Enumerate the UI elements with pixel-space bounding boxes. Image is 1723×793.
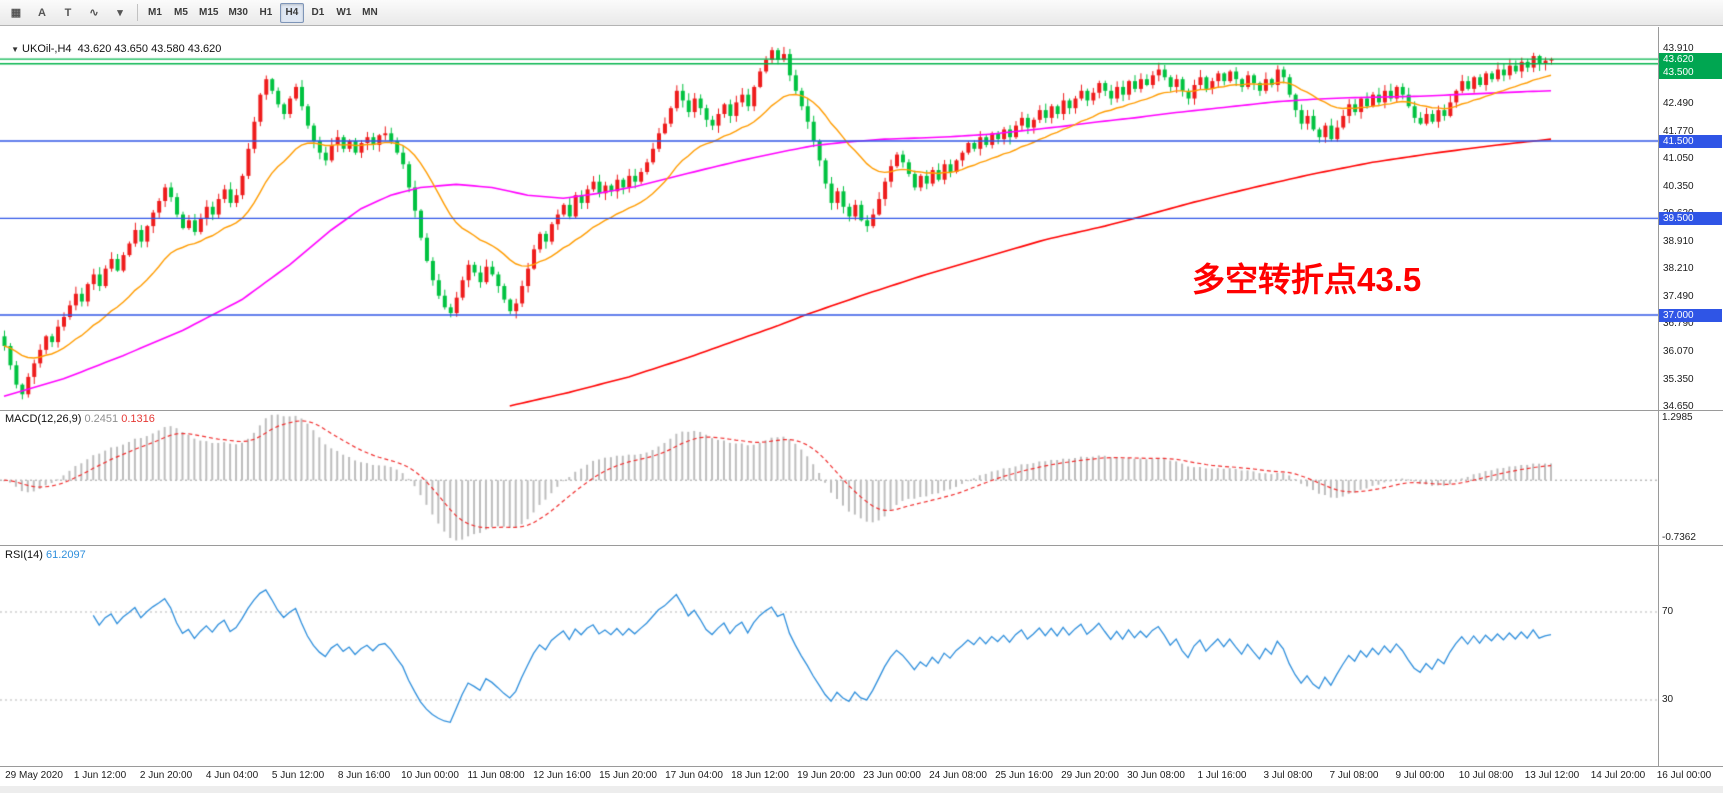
price-tick-label: 36.070	[1663, 346, 1694, 357]
time-label: 1 Jul 16:00	[1197, 770, 1247, 781]
rsi-value: 61.2097	[45, 549, 86, 561]
rsi-indicator-label: RSI(14) 61.2097	[5, 549, 86, 561]
panel-separator[interactable]	[0, 410, 1723, 411]
indicator-zigzag-icon[interactable]: ∿	[89, 7, 99, 19]
macd-signal-value: 0.1316	[121, 413, 155, 425]
time-label: 29 May 2020	[5, 770, 63, 781]
timeframe-w1-button[interactable]: W1	[336, 7, 352, 18]
panel-separator[interactable]	[0, 766, 1723, 767]
time-label: 25 Jun 16:00	[995, 770, 1053, 781]
collapse-arrow-icon[interactable]: ▼	[11, 45, 20, 54]
cursor-icon[interactable]: A	[38, 6, 46, 19]
rsi-level-30-label: 30	[1662, 694, 1674, 705]
time-label: 5 Jun 12:00	[271, 770, 325, 781]
caret-down-icon[interactable]: ▾	[117, 7, 123, 19]
rsi-name: RSI(14)	[5, 549, 43, 561]
time-label: 23 Jun 00:00	[863, 770, 921, 781]
price-tick-label: 34.650	[1663, 400, 1694, 412]
window-edge	[0, 786, 1723, 793]
time-label: 13 Jul 12:00	[1524, 770, 1580, 781]
time-label: 2 Jun 20:00	[139, 770, 193, 781]
price-line-badge: 43.620	[1659, 52, 1722, 66]
price-tick-label: 38.210	[1663, 263, 1694, 275]
time-label: 18 Jun 12:00	[731, 770, 789, 781]
price-line-badge: 43.500	[1659, 65, 1722, 79]
time-axis[interactable]: 29 May 2020 1 Jun 12:00 2 Jun 20:00 4 Jun 0…	[0, 768, 1723, 785]
time-label: 9 Jul 00:00	[1395, 770, 1445, 781]
rsi-level-70-label: 70	[1662, 606, 1674, 617]
time-label: 19 Jun 20:00	[797, 770, 855, 781]
macd-axis-top-label: 1.2985	[1662, 412, 1693, 423]
price-tick-label: 40.350	[1663, 180, 1694, 192]
time-label: 4 Jun 04:00	[205, 770, 259, 781]
time-label: 8 Jun 16:00	[337, 770, 391, 781]
time-label: 14 Jul 20:00	[1590, 770, 1646, 781]
price-tick-label: 43.910	[1663, 42, 1694, 54]
macd-indicator-label: MACD(12,26,9) 0.2451 0.1316	[5, 413, 155, 425]
time-label: 10 Jul 08:00	[1458, 770, 1514, 781]
price-tick-label: 41.770	[1663, 125, 1694, 137]
time-label: 3 Jul 08:00	[1263, 770, 1313, 781]
time-label: 7 Jul 08:00	[1329, 770, 1379, 781]
timeframe-m1-button[interactable]: M1	[148, 7, 162, 18]
text-annotation[interactable]: 多空转折点43.5	[1192, 261, 1422, 298]
time-label: 17 Jun 04:00	[665, 770, 723, 781]
macd-name: MACD(12,26,9)	[5, 413, 82, 425]
time-label: 24 Jun 08:00	[929, 770, 987, 781]
price-line-badge: 37.000	[1659, 308, 1722, 322]
price-tick-label: 35.350	[1663, 373, 1694, 385]
price-tick-label: 36.790	[1663, 318, 1694, 330]
timeframe-d1-button[interactable]: D1	[311, 7, 325, 18]
time-label: 12 Jun 16:00	[533, 770, 591, 781]
price-tick-label: 41.050	[1663, 153, 1694, 165]
price-tick-label: 42.490	[1663, 97, 1694, 109]
price-line-badge: 39.500	[1659, 211, 1722, 225]
chart-plot-area[interactable]	[0, 27, 1658, 766]
time-label: 11 Jun 08:00	[467, 770, 525, 781]
time-label: 16 Jul 00:00	[1656, 770, 1712, 781]
timeframe-m15-button[interactable]: M15	[199, 7, 219, 18]
price-line-badge: 41.500	[1659, 134, 1722, 148]
symbol-ohlc-text: UKOil-,H4 43.620 43.650 43.580 43.620	[22, 43, 222, 55]
timeframe-h1-button[interactable]: H1	[259, 7, 273, 18]
price-tick-label: 37.490	[1663, 291, 1694, 303]
time-label: 10 Jun 00:00	[401, 770, 459, 781]
time-label: 1 Jun 12:00	[73, 770, 127, 781]
panel-separator[interactable]	[0, 545, 1723, 546]
toolbar: ▦ A T ∿ ▾ M1 M5 M15 M30 H1 H4 D1 W1 MN	[0, 0, 1723, 26]
time-label: 30 Jun 08:00	[1127, 770, 1185, 781]
timeframe-m30-button[interactable]: M30	[228, 7, 248, 18]
time-label: 15 Jun 20:00	[599, 770, 657, 781]
macd-axis-bottom-label: -0.7362	[1662, 532, 1696, 543]
timeframe-h4-button[interactable]: H4	[279, 2, 304, 23]
price-tick-label: 38.910	[1663, 236, 1694, 248]
charts-grid-icon[interactable]: ▦	[10, 7, 22, 19]
symbol-ohlc-line: ▼ UKOil-,H4 43.620 43.650 43.580 43.620	[5, 31, 221, 55]
timeframe-m5-button[interactable]: M5	[174, 7, 188, 18]
time-label: 29 Jun 20:00	[1061, 770, 1119, 781]
text-tool-icon[interactable]: T	[64, 6, 72, 19]
toolbar-separator	[137, 4, 138, 21]
timeframe-mn-button[interactable]: MN	[362, 7, 378, 18]
macd-main-value: 0.2451	[84, 413, 119, 425]
